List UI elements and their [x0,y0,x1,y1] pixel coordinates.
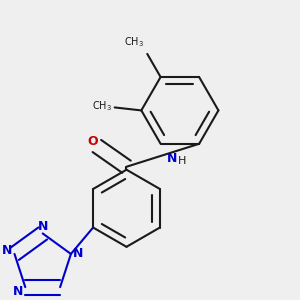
Text: N: N [13,285,23,298]
Text: N: N [38,220,48,232]
Text: N: N [167,152,177,165]
Text: O: O [87,135,98,148]
Text: CH$_3$: CH$_3$ [124,36,144,50]
Text: N: N [2,244,12,257]
Text: CH$_3$: CH$_3$ [92,99,112,113]
Text: N: N [73,248,83,260]
Text: H: H [178,156,186,166]
